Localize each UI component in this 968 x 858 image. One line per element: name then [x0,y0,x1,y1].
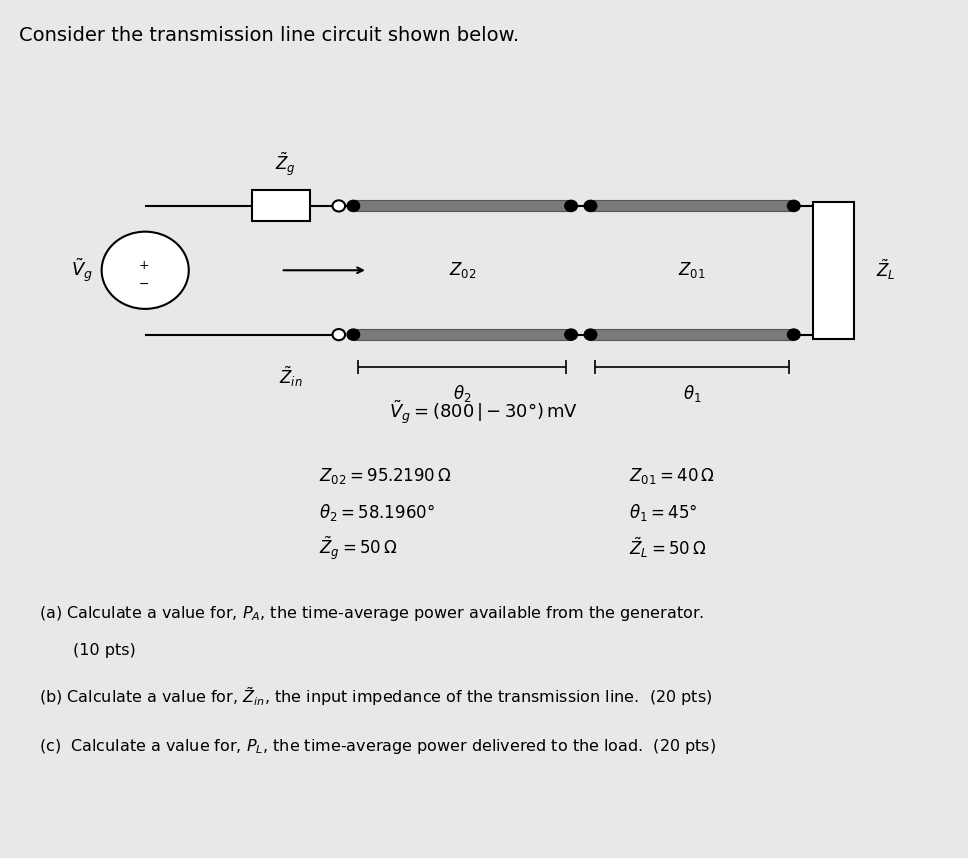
Circle shape [333,200,346,211]
Circle shape [333,329,346,340]
Bar [353,200,571,211]
Text: (c)  Calculate a value for, $P_L$, the time-average power delivered to the load.: (c) Calculate a value for, $P_L$, the ti… [39,737,716,756]
Circle shape [585,200,596,211]
Bar [813,202,854,339]
Text: $\tilde{Z}_g$: $\tilde{Z}_g$ [275,151,296,178]
Text: $\tilde{Z}_g = 50\,\Omega$: $\tilde{Z}_g = 50\,\Omega$ [319,535,398,562]
Bar [590,200,794,211]
Bar [353,329,571,340]
Text: $\theta_1$: $\theta_1$ [682,383,702,403]
Text: (b) Calculate a value for, $\tilde{Z}_{in}$, the input impedance of the transmis: (b) Calculate a value for, $\tilde{Z}_{i… [39,686,712,708]
Text: (a) Calculate a value for, $P_A$, the time-average power available from the gene: (a) Calculate a value for, $P_A$, the ti… [39,604,704,623]
Bar [252,190,310,221]
Circle shape [348,200,360,211]
Circle shape [348,329,360,340]
Text: $\tilde{Z}_L = 50\,\Omega$: $\tilde{Z}_L = 50\,\Omega$ [629,536,707,560]
Text: $\tilde{V}_g = (800\,|-30°)\,\mathrm{mV}$: $\tilde{V}_g = (800\,|-30°)\,\mathrm{mV}… [389,398,579,426]
Bar [590,329,794,340]
Circle shape [788,329,801,340]
Text: $\tilde{Z}_{in}$: $\tilde{Z}_{in}$ [279,365,302,389]
Text: $Z_{01}$: $Z_{01}$ [679,260,706,281]
Circle shape [788,200,801,211]
Text: $Z_{02} = 95.2190\,\Omega$: $Z_{02} = 95.2190\,\Omega$ [319,466,452,486]
Text: $-$: $-$ [137,276,149,290]
Text: $\theta_1 = 45°$: $\theta_1 = 45°$ [629,502,698,523]
Text: Consider the transmission line circuit shown below.: Consider the transmission line circuit s… [19,26,520,45]
Text: $\tilde{V}_g$: $\tilde{V}_g$ [72,257,93,284]
Text: $Z_{02}$: $Z_{02}$ [448,260,476,281]
Circle shape [585,329,596,340]
Text: $+$: $+$ [137,259,149,273]
Text: $\theta_2$: $\theta_2$ [453,383,471,403]
Text: (10 pts): (10 pts) [73,643,136,658]
Circle shape [102,232,189,309]
Circle shape [565,329,578,340]
Circle shape [565,200,578,211]
Text: $\theta_2 = 58.1960°$: $\theta_2 = 58.1960°$ [319,502,436,523]
Text: $\tilde{Z}_L$: $\tilde{Z}_L$ [876,258,895,282]
Text: $Z_{01} = 40\,\Omega$: $Z_{01} = 40\,\Omega$ [629,466,714,486]
